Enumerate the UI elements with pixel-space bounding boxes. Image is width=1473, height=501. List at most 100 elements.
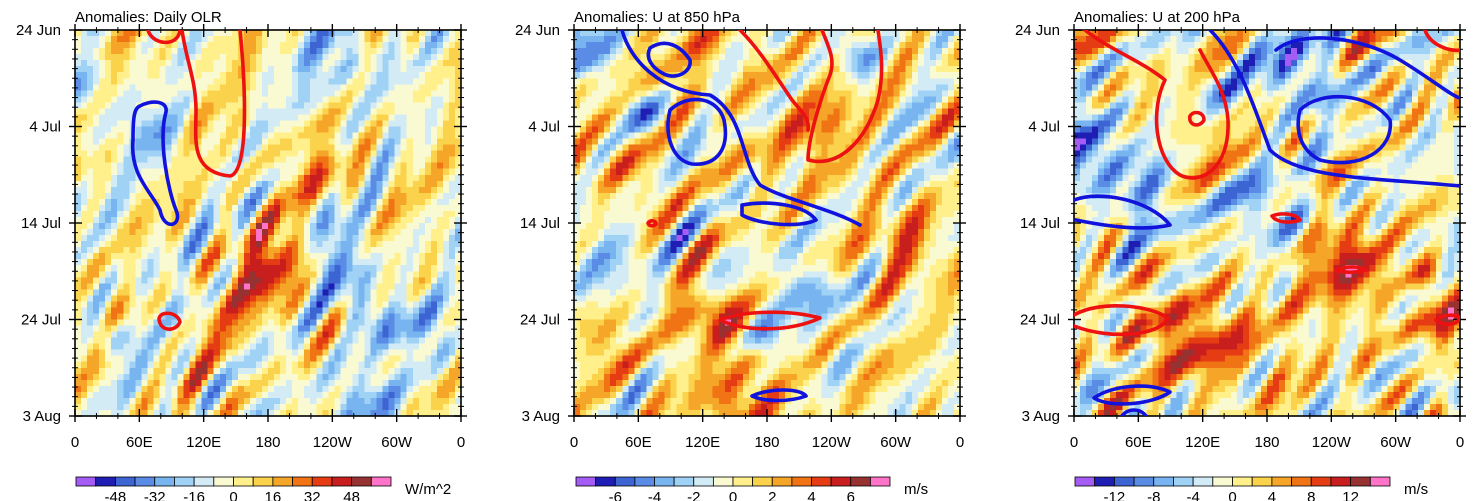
field-cell xyxy=(237,90,245,97)
field-cell xyxy=(286,138,293,146)
field-cell xyxy=(135,301,142,309)
field-cell xyxy=(292,367,299,375)
field-cell xyxy=(887,30,895,37)
field-cell xyxy=(947,72,955,79)
field-cell xyxy=(382,391,390,399)
field-cell xyxy=(592,96,599,103)
field-cell xyxy=(412,204,420,212)
field-cell xyxy=(153,265,161,272)
field-cell xyxy=(418,60,426,67)
field-cell xyxy=(99,156,106,164)
field-cell xyxy=(280,307,287,315)
field-cell xyxy=(406,180,414,188)
field-cell xyxy=(93,337,100,345)
field-cell xyxy=(436,337,444,345)
field-cell xyxy=(135,54,142,61)
field-cell xyxy=(310,102,317,110)
field-cell xyxy=(845,54,853,61)
field-cell xyxy=(412,331,420,339)
field-cell xyxy=(454,120,462,128)
field-cell xyxy=(370,96,378,103)
field-cell xyxy=(147,48,155,55)
field-cell xyxy=(418,186,426,194)
field-cell xyxy=(328,66,335,73)
field-cell xyxy=(394,403,402,411)
field-cell xyxy=(141,391,148,399)
field-cell xyxy=(574,72,581,79)
field-cell xyxy=(436,265,444,272)
field-cell xyxy=(255,180,263,188)
field-cell xyxy=(111,138,118,146)
field-cell xyxy=(352,210,360,218)
field-cell xyxy=(165,144,173,152)
field-cell xyxy=(785,60,792,67)
field-cell xyxy=(93,132,100,140)
field-cell xyxy=(322,174,329,182)
field-cell xyxy=(165,391,173,399)
field-cell xyxy=(700,84,708,91)
field-cell xyxy=(448,385,456,393)
field-cell xyxy=(881,48,889,55)
field-cell xyxy=(352,355,360,363)
field-cell xyxy=(111,283,118,290)
field-cell xyxy=(412,48,420,55)
field-cell xyxy=(99,138,106,146)
field-cell xyxy=(388,204,396,212)
field-cell xyxy=(863,48,871,55)
y-tick-label: 4 Jul xyxy=(29,119,61,136)
field-cell xyxy=(845,48,853,55)
field-cell xyxy=(839,60,847,67)
field-cell xyxy=(346,30,354,37)
field-cell xyxy=(255,162,263,170)
field-cell xyxy=(111,289,118,296)
field-cell xyxy=(424,216,432,224)
field-cell xyxy=(358,265,366,272)
field-cell xyxy=(117,120,124,128)
field-cell xyxy=(364,78,372,85)
field-cell xyxy=(406,72,414,79)
field-cell xyxy=(286,373,293,381)
field-cell xyxy=(430,204,438,212)
field-cell xyxy=(340,108,348,116)
field-cell xyxy=(334,162,341,170)
field-cell xyxy=(454,403,462,411)
field-cell xyxy=(905,36,913,43)
field-cell xyxy=(851,42,859,49)
field-cell xyxy=(111,391,118,399)
field-cell xyxy=(929,48,937,55)
field-cell xyxy=(406,277,414,284)
field-cell xyxy=(225,355,233,363)
field-cell xyxy=(430,385,438,393)
field-cell xyxy=(274,247,281,254)
field-cell xyxy=(219,319,227,327)
field-cell xyxy=(93,186,100,194)
field-cell xyxy=(809,36,816,43)
field-cell xyxy=(189,235,197,242)
field-cell xyxy=(310,150,317,158)
field-cell xyxy=(286,361,293,369)
field-cell xyxy=(352,102,360,110)
field-cell xyxy=(424,138,432,146)
field-cell xyxy=(81,216,88,224)
field-cell xyxy=(346,150,354,158)
field-cell xyxy=(815,54,822,61)
field-cell xyxy=(195,343,203,351)
field-cell xyxy=(177,54,185,61)
field-cell xyxy=(394,271,402,278)
field-cell xyxy=(821,72,828,79)
field-cell xyxy=(893,60,901,67)
field-cell xyxy=(159,391,167,399)
field-cell xyxy=(75,313,82,321)
field-cell xyxy=(99,349,106,357)
field-cell xyxy=(328,36,335,43)
field-cell xyxy=(322,265,329,272)
field-cell xyxy=(81,397,88,405)
field-cell xyxy=(406,283,414,290)
field-cell xyxy=(382,397,390,405)
field-cell xyxy=(376,313,384,321)
field-cell xyxy=(370,84,378,91)
field-cell xyxy=(809,60,816,67)
field-cell xyxy=(454,138,462,146)
field-cell xyxy=(117,192,124,200)
field-cell xyxy=(688,66,696,73)
